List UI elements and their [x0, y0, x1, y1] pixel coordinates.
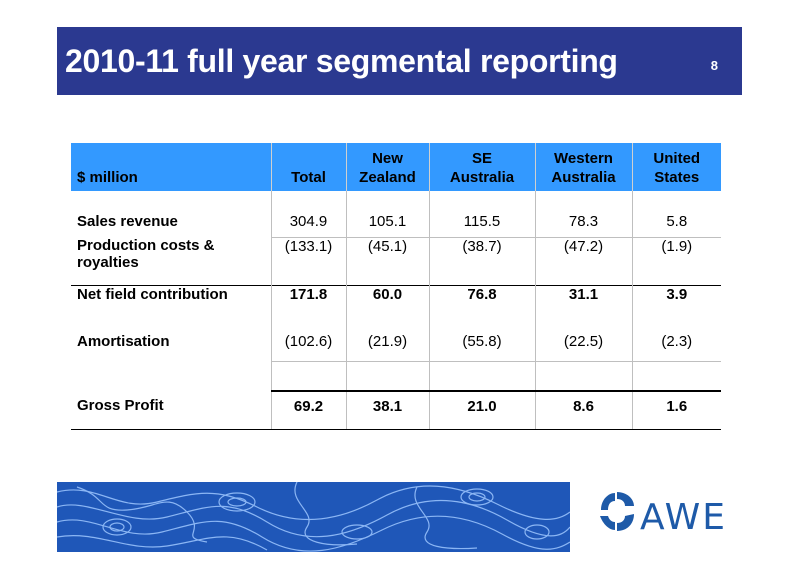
cell: 1.6 — [632, 390, 721, 430]
cell: 31.1 — [535, 284, 633, 333]
segment-table: $ million Total New Zealand SE Australia W… — [71, 143, 721, 430]
topographic-banner — [57, 482, 570, 552]
cell: (55.8) — [429, 333, 536, 361]
page-number: 8 — [710, 58, 718, 73]
cell: 69.2 — [271, 390, 347, 430]
table-row: Amortisation (102.6) (21.9) (55.8) (22.5… — [71, 333, 721, 361]
cell: (2.3) — [661, 333, 693, 350]
cell: 304.9 — [271, 213, 347, 237]
cell: (47.2) — [535, 236, 633, 285]
row-label: Sales revenue — [71, 213, 272, 237]
cell: (102.6) — [271, 333, 347, 361]
cell: 3.9 — [632, 284, 721, 333]
cell: 38.1 — [346, 390, 430, 430]
cell: 171.8 — [271, 284, 347, 333]
awe-logo — [597, 490, 737, 540]
cell: 76.8 — [429, 284, 536, 333]
title-bar: 2010-11 full year segmental reporting 8 — [57, 27, 742, 95]
slide-title: 2010-11 full year segmental reporting — [65, 43, 618, 79]
spacer-row — [71, 360, 721, 391]
awe-logo-text: AWE — [640, 497, 727, 538]
cell: 60.0 — [346, 284, 430, 333]
row-label: Gross Profit — [71, 391, 272, 430]
table-row: Net field contribution 171.8 60.0 76.8 3… — [71, 284, 721, 333]
row-label: Net field contribution — [71, 284, 272, 333]
cell: (45.1) — [346, 236, 430, 285]
header-united-states: United States — [632, 143, 721, 191]
cell: 78.3 — [535, 213, 633, 237]
cell: (38.7) — [429, 236, 536, 285]
row-label: Production costs & royalties — [71, 237, 272, 285]
topographic-pattern — [57, 482, 570, 552]
table-row: Sales revenue 304.9 105.1 115.5 78.3 5.8 — [71, 213, 721, 237]
header-label: $ million — [71, 143, 272, 191]
cell: 21.0 — [429, 390, 536, 430]
cell: (21.9) — [346, 333, 430, 361]
cell: 8.6 — [535, 390, 633, 430]
table-header-row: $ million Total New Zealand SE Australia W… — [71, 143, 721, 191]
cell: 5.8 — [666, 213, 688, 230]
header-new-zealand: New Zealand — [346, 143, 430, 191]
cell: (1.9) — [632, 236, 721, 285]
header-se-australia: SE Australia — [429, 143, 536, 191]
cell: (22.5) — [535, 333, 633, 361]
table-row: Gross Profit 69.2 38.1 21.0 8.6 1.6 — [71, 390, 721, 430]
cell: 115.5 — [429, 213, 536, 237]
cell: 105.1 — [346, 213, 430, 237]
header-western-australia: Western Australia — [535, 143, 633, 191]
awe-logo-mark-icon — [600, 492, 634, 531]
table-row: Production costs & royalties (133.1) (45.… — [71, 236, 721, 285]
cell: (133.1) — [271, 236, 347, 285]
header-total: Total — [271, 143, 347, 191]
row-label: Amortisation — [71, 333, 272, 361]
spacer-row — [71, 191, 721, 213]
